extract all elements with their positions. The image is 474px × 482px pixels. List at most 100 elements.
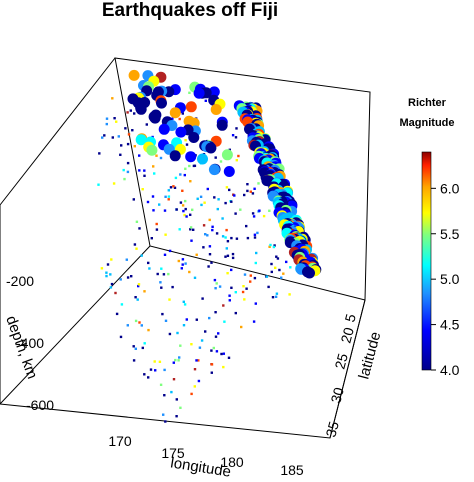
projection-point bbox=[167, 189, 170, 192]
projection-point bbox=[141, 188, 144, 191]
projection-point bbox=[207, 265, 210, 268]
projection-point bbox=[226, 254, 230, 257]
projection-point bbox=[155, 222, 158, 226]
projection-point bbox=[270, 270, 273, 274]
colorbar-tick-label: 5.5 bbox=[440, 226, 460, 242]
projection-point bbox=[210, 261, 213, 264]
x-tick-label: 180 bbox=[220, 454, 244, 470]
x-tick-label: 185 bbox=[280, 462, 304, 478]
projection-point bbox=[179, 344, 182, 347]
projection-point bbox=[203, 201, 206, 204]
projection-point bbox=[98, 152, 101, 155]
projection-point bbox=[109, 273, 112, 276]
projection-point bbox=[133, 145, 136, 148]
projection-point bbox=[114, 291, 117, 295]
legend-title-line1: Richter bbox=[408, 97, 447, 109]
projection-point bbox=[162, 273, 166, 276]
projection-point bbox=[168, 298, 171, 301]
projection-point bbox=[235, 237, 239, 240]
projection-point bbox=[106, 263, 110, 266]
projection-point bbox=[254, 261, 257, 265]
projection-point bbox=[285, 260, 288, 264]
projection-point bbox=[206, 234, 209, 237]
projection-point bbox=[196, 197, 199, 200]
projection-point bbox=[126, 161, 130, 165]
projection-point bbox=[189, 213, 192, 216]
projection-point bbox=[171, 285, 174, 289]
projection-point bbox=[111, 136, 114, 139]
projection-point bbox=[220, 352, 223, 356]
projection-point bbox=[175, 208, 178, 211]
projection-point bbox=[228, 294, 231, 297]
projection-point bbox=[223, 320, 226, 323]
projection-point bbox=[233, 194, 236, 197]
projection-point bbox=[184, 139, 187, 142]
projection-point bbox=[255, 251, 258, 255]
y-axis-label: latitude bbox=[355, 330, 384, 381]
projection-point bbox=[219, 160, 223, 163]
projection-point bbox=[179, 173, 182, 176]
projection-point bbox=[188, 91, 191, 94]
projection-point bbox=[171, 117, 174, 120]
z-tick-label: -200 bbox=[6, 273, 34, 289]
projection-point bbox=[136, 298, 139, 301]
projection-point bbox=[160, 286, 163, 289]
projection-point bbox=[249, 280, 252, 283]
projection-point bbox=[103, 134, 106, 137]
projection-point bbox=[234, 291, 237, 294]
projection-point bbox=[210, 349, 213, 352]
projection-point bbox=[120, 144, 123, 147]
projection-point bbox=[163, 394, 166, 397]
projection-point bbox=[151, 195, 155, 198]
projection-point bbox=[243, 273, 247, 276]
projection-point bbox=[120, 303, 124, 306]
projection-point bbox=[271, 296, 275, 299]
projection-point bbox=[217, 332, 220, 335]
projection-point bbox=[204, 99, 207, 102]
projection-point bbox=[288, 293, 291, 296]
projection-point bbox=[214, 335, 218, 338]
projection-point bbox=[230, 286, 233, 289]
projection-point bbox=[241, 290, 245, 294]
projection-point bbox=[159, 156, 163, 160]
earthquake-point bbox=[208, 86, 220, 98]
projection-point bbox=[245, 224, 248, 228]
projection-point bbox=[228, 148, 231, 151]
projection-point bbox=[130, 275, 133, 278]
projection-point bbox=[193, 276, 197, 279]
projection-point bbox=[178, 117, 181, 121]
projection-point bbox=[164, 233, 167, 236]
box-edge-bottom-right bbox=[329, 299, 366, 439]
projection-point bbox=[215, 350, 219, 353]
projection-point bbox=[161, 312, 164, 316]
earthquake-point bbox=[169, 107, 181, 119]
projection-point bbox=[126, 111, 129, 114]
projection-point bbox=[216, 207, 219, 211]
projection-point bbox=[133, 243, 137, 246]
depth-projection-points bbox=[97, 88, 292, 423]
projection-point bbox=[200, 203, 203, 207]
box-edge-top-left bbox=[0, 57, 116, 206]
projection-point bbox=[185, 318, 188, 321]
projection-point bbox=[143, 174, 146, 177]
projection-point bbox=[224, 201, 227, 205]
projection-point bbox=[192, 228, 195, 231]
projection-point bbox=[268, 245, 271, 248]
projection-point bbox=[289, 266, 292, 269]
projection-point bbox=[222, 352, 225, 355]
projection-point bbox=[167, 198, 170, 201]
projection-point bbox=[180, 267, 183, 270]
earthquake-point bbox=[135, 134, 147, 146]
projection-point bbox=[143, 290, 146, 293]
projection-point bbox=[195, 359, 198, 362]
projection-point bbox=[275, 255, 278, 258]
x-tick-label: 170 bbox=[108, 433, 132, 449]
projection-point bbox=[155, 228, 159, 231]
projection-point bbox=[221, 217, 224, 220]
projection-point bbox=[239, 208, 242, 211]
projection-point bbox=[182, 209, 185, 213]
colorbar-ticks: 4.0 4.5 5.0 5.5 6.0 bbox=[431, 180, 460, 378]
projection-point bbox=[280, 276, 283, 279]
y-tick-label: 25 bbox=[331, 351, 351, 370]
